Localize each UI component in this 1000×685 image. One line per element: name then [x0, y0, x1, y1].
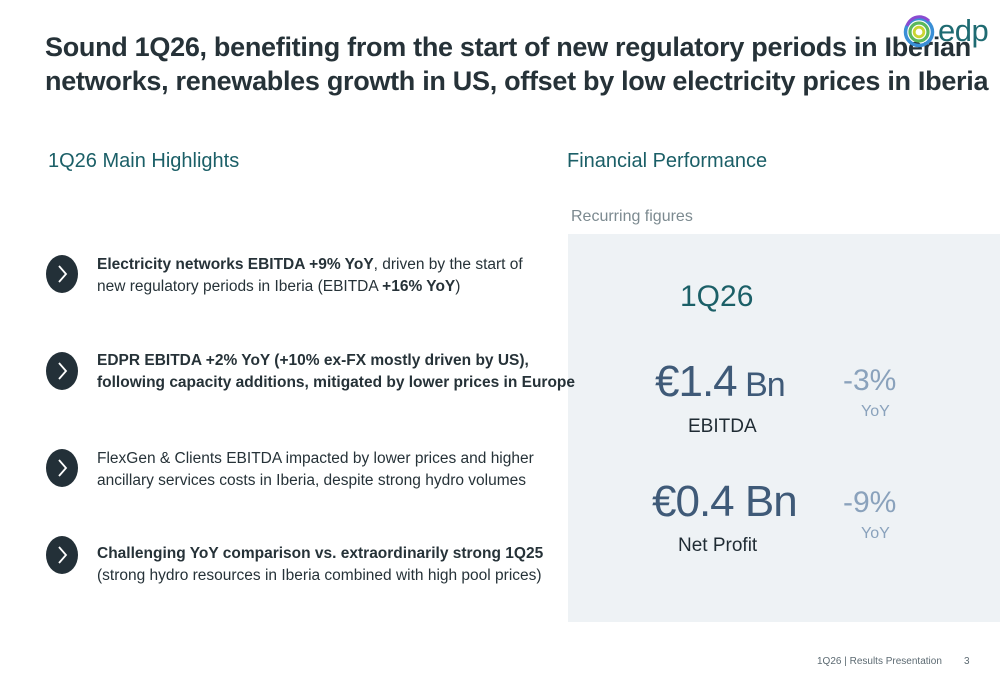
ebitda-yoy: YoY [861, 403, 890, 420]
highlight-line: (strong hydro resources in Iberia combin… [97, 567, 542, 584]
highlight-bold: following capacity additions, mitigated … [97, 374, 575, 391]
net-profit-label: Net Profit [678, 535, 758, 556]
chevron-right-icon [46, 449, 78, 487]
highlight-bold: +16% YoY [382, 278, 456, 295]
ebitda-label: EBITDA [688, 416, 757, 437]
highlight-text-pre: new regulatory periods in Iberia (EBITDA [97, 278, 383, 295]
net-profit-value: €0.4 Bn [652, 477, 798, 526]
financial-performance-title: Financial Performance [567, 150, 768, 172]
highlight-line: FlexGen & Clients EBITDA impacted by low… [97, 450, 534, 467]
page-number: 3 [964, 656, 970, 667]
ebitda-amount: €1.4 [655, 357, 738, 406]
chevron-right-icon [46, 352, 78, 390]
net-profit-change: -9% [843, 486, 897, 519]
recurring-figures-label: Recurring figures [571, 208, 693, 225]
highlight-text-post: ) [455, 278, 461, 295]
period-label: 1Q26 [680, 280, 754, 313]
highlight-line: ancillary services costs in Iberia, desp… [97, 472, 527, 489]
highlight-text: Electricity networks EBITDA +9% YoY, dri… [97, 254, 537, 298]
slide-title-line-1: Sound 1Q26, benefiting from the start of… [45, 32, 971, 62]
slide-title-line-2: networks, renewables growth in US, offse… [45, 66, 989, 96]
edp-logo: edp [903, 12, 993, 52]
highlight-text: FlexGen & Clients EBITDA impacted by low… [97, 448, 537, 492]
ebitda-value: €1.4 Bn [655, 357, 786, 407]
footer-text: 1Q26 | Results Presentation [817, 656, 942, 667]
ebitda-unit: Bn [736, 366, 786, 404]
ebitda-change: -3% [843, 364, 897, 397]
chevron-right-icon [46, 536, 78, 574]
highlight-text: EDPR EBITDA +2% YoY (+10% ex-FX mostly d… [97, 350, 575, 394]
highlight-bold: EDPR EBITDA +2% YoY (+10% ex-FX mostly d… [97, 352, 529, 369]
financial-panel [568, 234, 1000, 622]
highlights-title: 1Q26 Main Highlights [48, 150, 240, 172]
highlight-text: Challenging YoY comparison vs. extraordi… [97, 543, 544, 587]
edp-swirl-logo-icon [903, 15, 935, 48]
chevron-right-icon [46, 255, 78, 293]
highlight-text-rest: , driven by the start of [373, 256, 523, 273]
highlight-bold: Challenging YoY comparison vs. extraordi… [97, 545, 544, 562]
slide-title: Sound 1Q26, benefiting from the start of… [45, 30, 989, 98]
net-profit-yoy: YoY [861, 525, 890, 542]
highlight-bold: Electricity networks EBITDA +9% YoY [97, 256, 374, 273]
edp-logo-text: edp [938, 13, 989, 48]
